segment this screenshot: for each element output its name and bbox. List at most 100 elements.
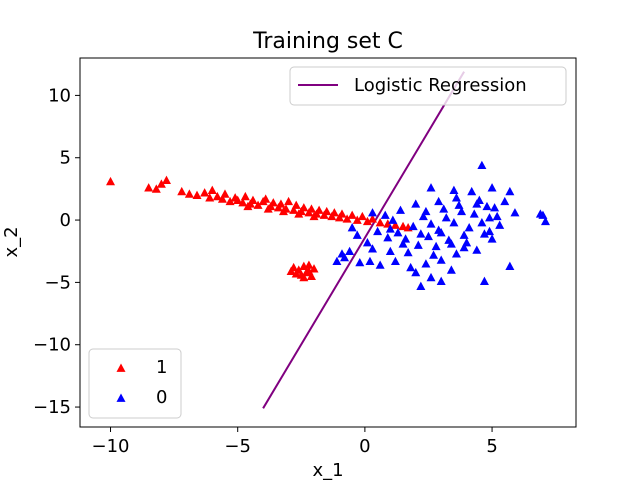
x-tick-label: 5 (486, 436, 497, 457)
data-point-series-0 (421, 259, 431, 268)
data-point-series-0 (390, 256, 400, 266)
data-point-series-0 (429, 250, 439, 259)
data-point-series-1 (368, 214, 378, 223)
data-point-series-1 (240, 191, 250, 201)
data-point-series-0 (469, 209, 479, 218)
data-point-series-1 (299, 272, 309, 282)
data-point-series-0 (436, 255, 446, 264)
data-point-series-1 (248, 195, 258, 204)
data-point-series-0 (380, 210, 390, 219)
legend-marker-series-0 (116, 393, 126, 402)
data-point-series-0 (482, 201, 492, 211)
data-point-series-0 (413, 240, 423, 249)
x-tick-label: −5 (224, 436, 251, 457)
data-point-series-0 (464, 223, 474, 232)
data-point-series-0 (487, 183, 497, 192)
data-point-series-0 (472, 199, 482, 208)
legend-line-box (289, 66, 567, 106)
data-point-series-0 (373, 226, 383, 236)
legend-marker-series-1 (116, 363, 126, 372)
data-point-series-0 (416, 229, 426, 238)
legend-line: Logistic Regression (289, 66, 567, 106)
data-point-series-1 (225, 196, 235, 206)
data-point-series-0 (479, 276, 489, 285)
data-point-series-0 (451, 193, 461, 202)
data-point-series-0 (492, 211, 502, 221)
data-point-series-1 (253, 200, 263, 209)
data-point-series-0 (385, 224, 395, 233)
data-point-series-0 (510, 208, 520, 217)
data-point-series-0 (479, 229, 489, 238)
x-tick-label: 0 (359, 436, 370, 457)
data-point-series-1 (205, 193, 215, 202)
data-point-series-0 (436, 276, 446, 285)
line-layer (262, 71, 465, 409)
data-point-series-0 (459, 230, 469, 239)
data-point-series-1 (306, 271, 316, 280)
data-point-series-1 (261, 194, 271, 203)
data-point-series-1 (342, 214, 352, 223)
data-point-series-1 (306, 204, 316, 213)
data-point-series-0 (540, 216, 550, 226)
data-point-series-1 (291, 200, 301, 209)
data-point-series-1 (309, 211, 319, 221)
data-point-series-0 (446, 265, 456, 274)
data-point-series-1 (156, 179, 166, 188)
data-point-series-1 (322, 206, 332, 216)
data-point-series-0 (457, 206, 467, 216)
data-point-series-0 (495, 220, 505, 229)
data-point-series-1 (243, 201, 253, 211)
y-axis-label: x_2 (1, 226, 22, 257)
data-point-series-0 (441, 213, 451, 222)
data-point-series-0 (459, 242, 469, 252)
data-point-series-0 (355, 257, 365, 267)
legend-markers-box (88, 348, 182, 419)
data-point-series-1 (161, 175, 171, 184)
legend-label-series-1: 1 (156, 357, 167, 378)
x-tick-label: −10 (92, 436, 130, 457)
data-point-series-1 (314, 205, 324, 214)
data-point-series-0 (411, 267, 421, 277)
data-point-series-0 (449, 218, 459, 227)
y-tick-label: 0 (60, 210, 71, 231)
data-point-series-1 (289, 205, 299, 214)
data-point-series-0 (352, 230, 362, 239)
data-point-series-1 (347, 210, 357, 219)
legend-line-label: Logistic Regression (354, 75, 527, 96)
data-point-series-1 (263, 204, 273, 213)
data-point-series-1 (276, 199, 286, 208)
data-point-series-1 (192, 190, 202, 199)
data-point-series-1 (106, 176, 116, 186)
data-point-series-0 (434, 196, 444, 206)
data-point-series-1 (291, 269, 301, 278)
y-tick-label: −15 (33, 397, 71, 418)
plot-frame (79, 57, 577, 428)
data-point-series-1 (200, 188, 210, 197)
data-point-series-0 (416, 281, 426, 290)
data-point-series-0 (383, 233, 393, 242)
data-point-series-0 (385, 246, 395, 256)
data-point-series-0 (418, 211, 428, 221)
data-point-series-1 (299, 203, 309, 212)
data-point-series-0 (500, 196, 510, 206)
data-point-series-0 (368, 208, 378, 217)
data-point-series-0 (449, 185, 459, 194)
x-axis: −10 −5 0 5 (92, 427, 498, 457)
data-point-series-0 (431, 241, 441, 251)
data-point-series-0 (485, 213, 495, 222)
chart-title: Training set C (252, 29, 403, 54)
data-point-series-0 (454, 200, 464, 209)
data-point-series-0 (426, 272, 436, 282)
y-axis: −15 −10 −5 0 5 10 (33, 85, 80, 418)
data-point-series-1 (268, 198, 278, 207)
data-point-series-0 (395, 205, 405, 214)
data-point-series-0 (436, 228, 446, 237)
data-point-series-0 (403, 247, 413, 257)
data-point-series-1 (390, 220, 400, 229)
data-point-series-1 (184, 189, 194, 198)
data-point-series-1 (177, 186, 187, 196)
legend-markers: 1 0 (88, 348, 182, 419)
data-point-series-0 (439, 204, 449, 213)
data-point-series-1 (220, 189, 230, 198)
data-point-series-1 (304, 260, 314, 269)
